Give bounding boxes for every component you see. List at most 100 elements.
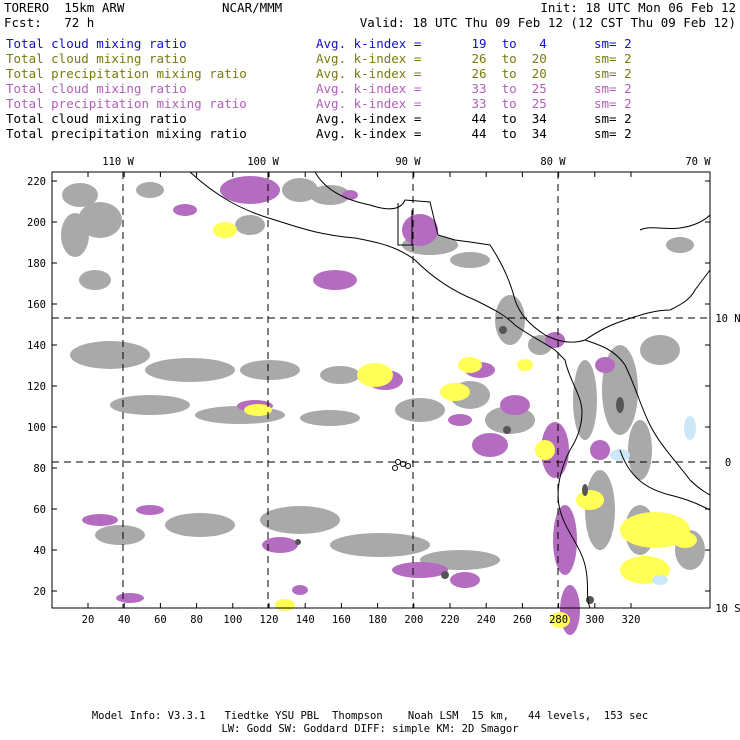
y-tick-label: 220	[27, 176, 46, 188]
y-tick-label: 120	[27, 381, 46, 393]
field-avg: Avg. k-index =	[316, 111, 422, 126]
longitude-label: 100 W	[247, 156, 279, 168]
x-tick-label: 160	[332, 614, 351, 626]
cloud-blob	[330, 533, 430, 557]
cloud-blob	[173, 204, 197, 216]
coastline	[314, 171, 711, 343]
cloud-blob	[550, 612, 570, 628]
x-tick-label: 140	[296, 614, 315, 626]
longitude-label: 90 W	[395, 156, 421, 168]
cloud-blob	[213, 222, 237, 238]
cloud-blob	[300, 410, 360, 426]
cloud-blob	[620, 512, 690, 548]
cloud-blob	[535, 440, 555, 460]
cloud-blob	[652, 575, 668, 585]
field-name: Total cloud mixing ratio	[6, 111, 187, 126]
x-tick-label: 280	[549, 614, 568, 626]
cloud-blob	[458, 357, 482, 373]
forecast-hour: Fcst: 72 h	[4, 15, 95, 30]
y-tick-label: 180	[27, 258, 46, 270]
x-tick-label: 300	[585, 614, 604, 626]
x-tick-label: 100	[223, 614, 242, 626]
y-tick-label: 100	[27, 422, 46, 434]
field-range: 44 to 34	[464, 111, 547, 126]
field-line-4: Total precipitation mixing ratio Avg. k-i…	[6, 96, 632, 111]
cloud-blob	[275, 599, 295, 611]
x-tick-label: 320	[622, 614, 641, 626]
cloud-blob	[220, 176, 280, 204]
coastline	[557, 359, 591, 609]
field-name: Total cloud mixing ratio	[6, 51, 187, 66]
field-line-2: Total precipitation mixing ratio Avg. k-i…	[6, 66, 632, 81]
cloud-blob	[448, 414, 472, 426]
field-sm: sm= 2	[594, 111, 632, 126]
x-tick-label: 240	[477, 614, 496, 626]
field-range: 44 to 34	[464, 126, 547, 141]
field-range: 26 to 20	[464, 51, 547, 66]
field-line-1: Total cloud mixing ratio Avg. k-index = 2…	[6, 51, 632, 66]
coastline	[189, 171, 566, 361]
y-tick-label: 140	[27, 340, 46, 352]
cloud-blob	[392, 562, 448, 578]
coastline	[397, 203, 413, 246]
cloud-blob	[590, 440, 610, 460]
cloud-blob	[320, 366, 360, 384]
cloud-blob	[110, 395, 190, 415]
cloud-blob	[666, 237, 694, 253]
cloud-blob	[292, 585, 308, 595]
cloud-blob	[145, 358, 235, 382]
field-range: 33 to 25	[464, 81, 547, 96]
cloud-blob	[499, 326, 507, 334]
field-name: Total cloud mixing ratio	[6, 81, 187, 96]
cloud-blob	[310, 185, 350, 205]
cloud-blob	[402, 214, 438, 246]
cloud-blob	[628, 420, 652, 480]
field-range: 26 to 20	[464, 66, 547, 81]
cloud-blob	[116, 593, 144, 603]
model-info-line2: LW: Godd SW: Goddard DIFF: simple KM: 2D…	[221, 723, 519, 735]
field-avg: Avg. k-index =	[316, 126, 422, 141]
cloud-blob	[313, 270, 357, 290]
cloud-blob	[78, 202, 122, 238]
field-sm: sm= 2	[594, 51, 632, 66]
island	[395, 459, 401, 465]
island	[405, 463, 411, 469]
model-info-line1: Model Info: V3.3.1 Tiedtke YSU PBL Thomp…	[91, 710, 649, 722]
cloud-blob	[70, 341, 150, 369]
island	[392, 465, 398, 471]
cloud-blob	[450, 252, 490, 268]
field-avg: Avg. k-index =	[316, 51, 422, 66]
longitude-label: 110 W	[102, 156, 134, 168]
cloud-blob	[61, 213, 89, 257]
field-line-0: Total cloud mixing ratio Avg. k-index = 1…	[6, 36, 632, 51]
longitude-label: 70 W	[685, 156, 711, 168]
x-tick-label: 220	[441, 614, 460, 626]
field-name: Total precipitation mixing ratio	[6, 96, 247, 111]
field-line-6: Total precipitation mixing ratio Avg. k-i…	[6, 126, 632, 141]
cloud-blob	[342, 190, 358, 200]
cloud-blob	[616, 397, 624, 413]
field-avg: Avg. k-index =	[316, 96, 422, 111]
latitude-label: 0	[725, 457, 731, 469]
cloud-blob	[357, 363, 393, 387]
y-tick-label: 80	[33, 463, 46, 475]
cloud-blob	[582, 484, 588, 496]
cloud-blob	[673, 532, 697, 548]
cloud-blob	[240, 360, 300, 380]
x-tick-label: 180	[368, 614, 387, 626]
x-tick-label: 120	[260, 614, 279, 626]
model-name: TORERO 15km ARW	[4, 0, 125, 15]
latitude-label: 10 N	[715, 313, 740, 325]
cloud-blob	[244, 404, 272, 416]
org-name: NCAR/MMM	[222, 0, 283, 15]
cloud-blob	[260, 506, 340, 534]
cloud-blob	[684, 416, 696, 440]
cloud-blob	[595, 357, 615, 373]
field-sm: sm= 2	[594, 81, 632, 96]
field-sm: sm= 2	[594, 126, 632, 141]
cloud-blob	[472, 433, 508, 457]
cloud-blob	[295, 539, 301, 545]
cloud-blob	[553, 505, 577, 575]
latitude-label: 10 S	[715, 603, 740, 615]
field-avg: Avg. k-index =	[316, 66, 422, 81]
